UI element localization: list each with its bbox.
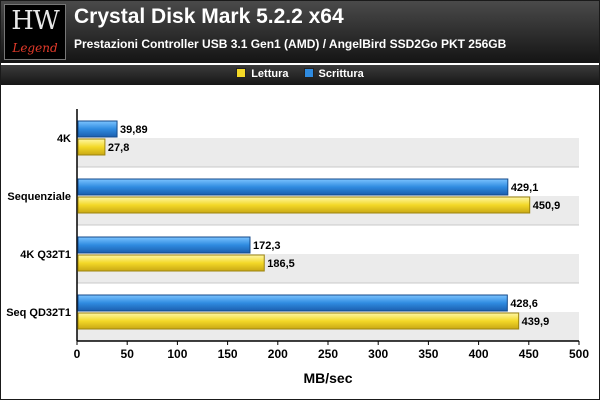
bar-lettura bbox=[77, 312, 520, 330]
legend-bar: Lettura Scrittura bbox=[1, 65, 599, 85]
legend-label-lettura: Lettura bbox=[251, 68, 289, 80]
data-label-lettura: 450,9 bbox=[533, 200, 561, 212]
data-label-lettura: 27,8 bbox=[108, 142, 129, 154]
x-tick-label: 250 bbox=[318, 347, 338, 361]
x-tick-label: 0 bbox=[74, 347, 81, 361]
logo-text-hw: HW bbox=[11, 6, 59, 36]
x-tick-label: 100 bbox=[167, 347, 187, 361]
hw-legend-logo: HW Legend bbox=[4, 4, 66, 60]
x-tick-label: 300 bbox=[368, 347, 388, 361]
x-tick-label: 50 bbox=[121, 347, 135, 361]
category-label: Seq QD32T1 bbox=[6, 307, 71, 319]
x-axis-title: MB/sec bbox=[303, 370, 352, 386]
data-label-lettura: 186,5 bbox=[267, 258, 295, 270]
x-tick-label: 500 bbox=[569, 347, 589, 361]
legend-swatch-lettura bbox=[236, 68, 247, 78]
x-tick-label: 350 bbox=[418, 347, 438, 361]
legend-item-scrittura: Scrittura bbox=[303, 68, 364, 80]
chart-title: Crystal Disk Mark 5.2.2 x64 bbox=[74, 5, 344, 28]
legend: Lettura Scrittura bbox=[1, 68, 599, 80]
x-tick-label: 200 bbox=[268, 347, 288, 361]
legend-item-lettura: Lettura bbox=[236, 68, 288, 80]
logo-text-legend: Legend bbox=[12, 41, 58, 55]
bar-scrittura bbox=[77, 236, 251, 254]
x-tick-label: 400 bbox=[469, 347, 489, 361]
bar-lettura bbox=[77, 138, 106, 156]
bar-scrittura bbox=[77, 294, 508, 312]
chart-subtitle: Prestazioni Controller USB 3.1 Gen1 (AMD… bbox=[74, 37, 507, 51]
category-band bbox=[77, 138, 579, 167]
category-label: 4K Q32T1 bbox=[20, 249, 71, 261]
bar-scrittura bbox=[77, 120, 118, 138]
bar-lettura bbox=[77, 254, 265, 272]
data-label-scrittura: 429,1 bbox=[511, 182, 539, 194]
category-label: 4K bbox=[57, 133, 71, 145]
x-tick-label: 150 bbox=[218, 347, 238, 361]
header-bar: HW Legend Crystal Disk Mark 5.2.2 x64 Pr… bbox=[1, 1, 599, 63]
legend-label-scrittura: Scrittura bbox=[318, 68, 364, 80]
data-label-scrittura: 428,6 bbox=[510, 298, 538, 310]
bar-scrittura bbox=[77, 178, 509, 196]
x-tick-label: 450 bbox=[519, 347, 539, 361]
category-label: Sequenziale bbox=[7, 191, 71, 203]
legend-swatch-scrittura bbox=[303, 68, 314, 78]
bar-lettura bbox=[77, 196, 531, 214]
data-label-scrittura: 172,3 bbox=[253, 240, 281, 252]
data-label-lettura: 439,9 bbox=[522, 316, 550, 328]
data-label-scrittura: 39,89 bbox=[120, 124, 148, 136]
